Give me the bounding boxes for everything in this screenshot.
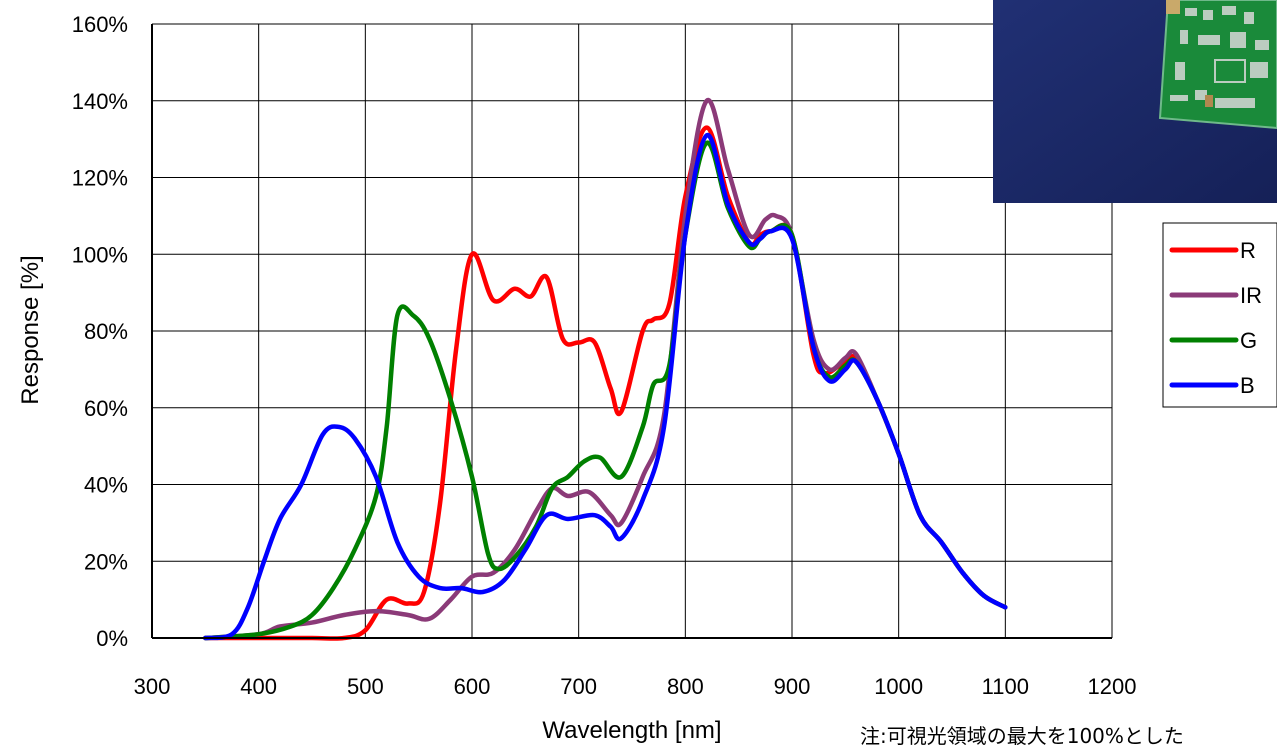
footnote: 注:可視光領域の最大を100%とした xyxy=(860,724,1184,747)
axes xyxy=(151,24,1112,639)
legend: R IR GB xyxy=(1162,222,1277,408)
series-line-r xyxy=(203,125,1008,641)
legend-label-ir: IR xyxy=(1240,283,1262,308)
series-line-b xyxy=(203,133,1008,641)
x-tick-label-800: 800 xyxy=(667,674,704,699)
x-tick-label-500: 500 xyxy=(347,674,384,699)
x-tick-labels: 300 400 500 600 700 800 900 1000 1100 1200 xyxy=(134,674,1137,699)
x-axis-title: Wavelength [nm] xyxy=(542,717,721,744)
x-tick-label-300: 300 xyxy=(134,674,171,699)
legend-label-b: B xyxy=(1240,373,1255,398)
y-tick-label-120: 120% xyxy=(72,166,128,191)
x-tick-label-700: 700 xyxy=(560,674,597,699)
y-tick-label-140: 140% xyxy=(72,89,128,114)
y-tick-label-40: 40% xyxy=(84,473,128,498)
y-tick-label-60: 60% xyxy=(84,396,128,421)
y-tick-label-20: 20% xyxy=(84,549,128,574)
x-tick-label-1200: 1200 xyxy=(1088,674,1137,699)
series-line-g xyxy=(203,140,1008,641)
x-tick-label-1000: 1000 xyxy=(874,674,923,699)
legend-label-r: R xyxy=(1240,238,1256,263)
grid xyxy=(151,23,1113,639)
y-tick-label-160: 160% xyxy=(72,12,128,37)
x-tick-label-600: 600 xyxy=(454,674,491,699)
x-tick-label-900: 900 xyxy=(774,674,811,699)
x-tick-label-400: 400 xyxy=(240,674,277,699)
series-lines xyxy=(203,98,1008,641)
y-tick-label-100: 100% xyxy=(72,242,128,267)
y-tick-labels: 0% 20% 40% 60% 80% 100% 120% 140% 160% xyxy=(72,12,128,651)
y-axis-title: Response [%] xyxy=(17,255,44,404)
circuit-board-photo xyxy=(993,0,1277,203)
legend-label-g: G xyxy=(1240,328,1257,353)
y-tick-label-80: 80% xyxy=(84,319,128,344)
x-tick-label-1100: 1100 xyxy=(982,674,1029,699)
y-tick-label-0: 0% xyxy=(96,626,128,651)
